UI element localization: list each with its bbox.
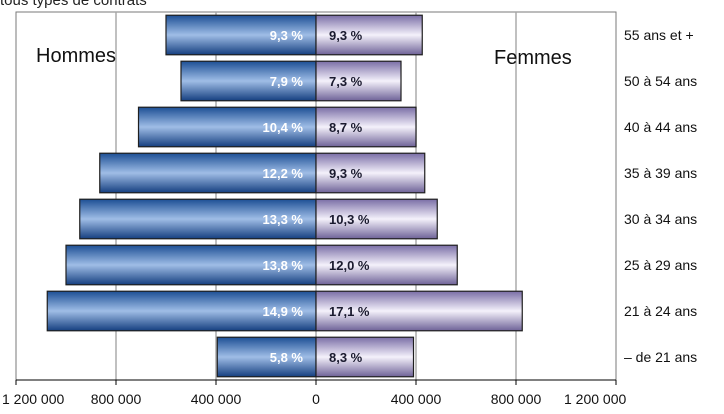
bar-femmes	[315, 14, 423, 56]
data-label-hommes: 13,3 %	[263, 212, 304, 227]
x-tick-label: 0	[312, 391, 320, 407]
data-label-femmes: 9,3 %	[329, 166, 363, 181]
data-label-hommes: 9,3 %	[270, 28, 304, 43]
data-label-femmes: 8,3 %	[329, 350, 363, 365]
x-tick-label: 1 200 000	[564, 391, 626, 407]
bar-femmes	[315, 198, 438, 240]
x-axis-ticks: 1 200 000 800 000 400 000 0 400 000 800 000 1 …	[2, 380, 626, 407]
data-label-femmes: 7,3 %	[329, 74, 363, 89]
data-label-femmes: 9,3 %	[329, 28, 363, 43]
bars	[46, 14, 523, 378]
bar-hommes	[180, 60, 317, 102]
legend-femmes: Femmes	[494, 47, 572, 69]
y-tick-label: 21 à 24 ans	[624, 303, 697, 319]
x-tick-label: 400 000	[391, 391, 442, 407]
bar-femmes	[315, 336, 415, 378]
bar-femmes	[315, 152, 426, 194]
y-tick-label: 35 à 39 ans	[624, 165, 697, 181]
y-tick-label: 55 ans et +	[624, 27, 694, 43]
bar-femmes	[315, 60, 402, 102]
bar-femmes	[315, 244, 458, 286]
x-tick-label: 800 000	[491, 391, 542, 407]
data-label-hommes: 7,9 %	[270, 74, 304, 89]
x-tick-label: 400 000	[191, 391, 242, 407]
bar-hommes	[216, 336, 317, 378]
chart-title: tous types de contrats	[0, 0, 147, 9]
data-label-hommes: 5,8 %	[270, 350, 304, 365]
bar-femmes	[315, 106, 417, 148]
data-label-femmes: 17,1 %	[329, 304, 370, 319]
bar-hommes	[46, 290, 317, 332]
y-tick-label: 30 à 34 ans	[624, 211, 697, 227]
bar-hommes	[137, 106, 317, 148]
bar-hommes	[99, 152, 317, 194]
y-tick-label: 50 à 54 ans	[624, 73, 697, 89]
data-label-hommes: 10,4 %	[263, 120, 304, 135]
y-tick-label: 25 à 29 ans	[624, 257, 697, 273]
data-label-femmes: 10,3 %	[329, 212, 370, 227]
data-label-femmes: 12,0 %	[329, 258, 370, 273]
y-tick-label: – de 21 ans	[624, 349, 697, 365]
x-tick-label: 800 000	[91, 391, 142, 407]
data-label-hommes: 12,2 %	[263, 166, 304, 181]
bar-femmes	[315, 290, 523, 332]
y-axis-labels: 55 ans et + 50 à 54 ans 40 à 44 ans 35 à 39…	[624, 27, 697, 365]
y-tick-label: 40 à 44 ans	[624, 119, 697, 135]
data-label-femmes: 8,7 %	[329, 120, 363, 135]
bar-hommes	[65, 244, 317, 286]
data-label-hommes: 13,8 %	[263, 258, 304, 273]
x-tick-label: 1 200 000	[2, 391, 64, 407]
data-label-hommes: 14,9 %	[263, 304, 304, 319]
data-labels: 9,3 % 9,3 % 7,9 % 7,3 % 10,4 % 8,7 % 12,2 % 9,3…	[263, 28, 370, 365]
legend-hommes: Hommes	[36, 45, 116, 67]
